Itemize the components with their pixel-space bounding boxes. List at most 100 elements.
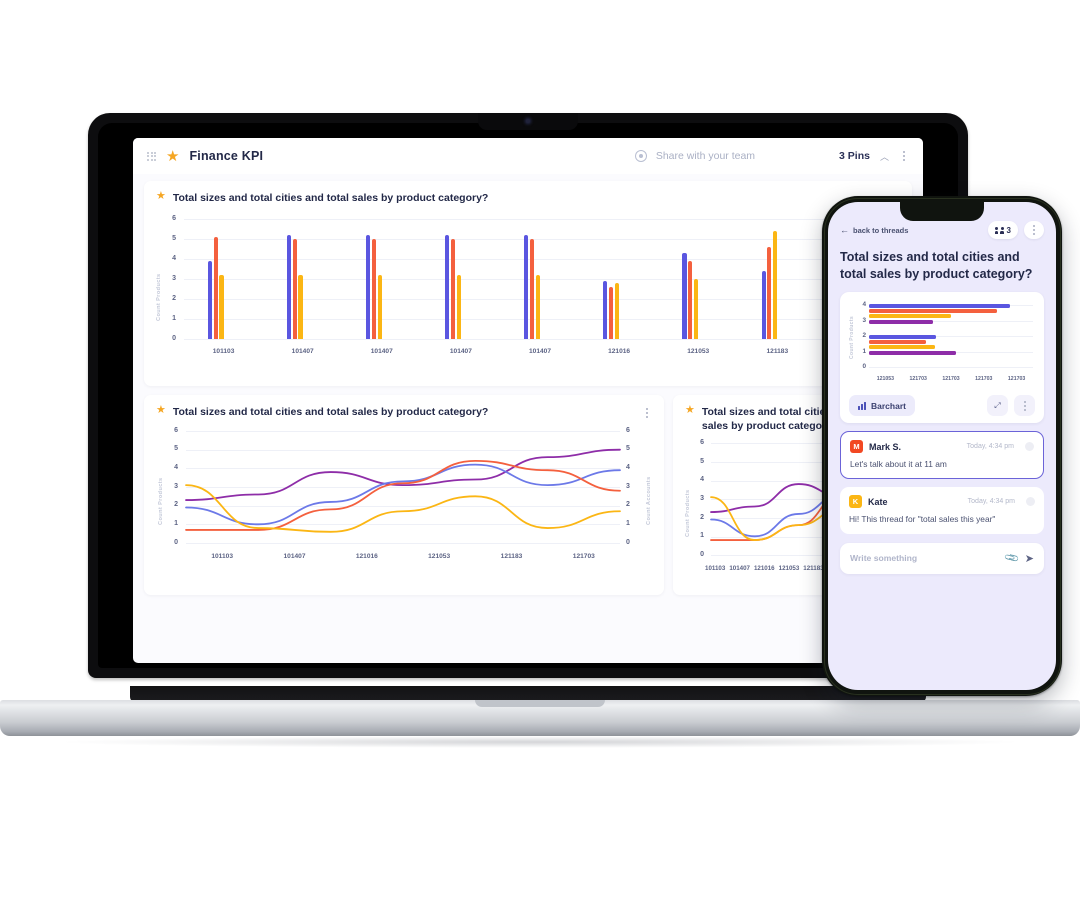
bar	[535, 275, 540, 340]
y2-tick-label: 6	[626, 426, 630, 434]
star-icon[interactable]: ★	[685, 404, 695, 416]
x-tick-label: 121183	[766, 348, 789, 356]
line-chart-dual-axis[interactable]: 0 1 2 3 4 5 6 0 1 2 3 4 5 6 Count Products Count Accoun…	[156, 425, 652, 585]
message-item[interactable]: M Mark S. Today, 4:34 pm Let's talk abou…	[840, 431, 1044, 480]
x-tick-label: 121053	[428, 553, 451, 560]
laptop-base	[0, 700, 1080, 736]
phone-frame: ← back to threads 3 Total size	[822, 196, 1062, 696]
x-tick-label: 121053	[687, 348, 710, 356]
laptop-lid: ★ Finance KPI Share with your team 3 Pin…	[88, 113, 968, 678]
y-tick-label: 0	[700, 550, 704, 558]
y-tick-label: 1	[172, 314, 176, 322]
x-tick-label: 121703	[942, 376, 960, 382]
y2-tick-label: 5	[626, 445, 630, 453]
x-tick-label: 101407	[291, 348, 314, 356]
kebab-menu-icon	[1020, 398, 1030, 414]
webcam-icon	[526, 119, 530, 123]
message-body: Hi! This thread for "total sales this ye…	[849, 514, 996, 525]
bar-chart[interactable]: 0 1 2 3 4 5 6 Count Products 101103 101407 101407 1…	[156, 213, 900, 378]
chart-more-button[interactable]	[1014, 395, 1035, 416]
phone-notch	[900, 202, 984, 221]
arrow-left-icon: ←	[840, 225, 849, 235]
bar	[682, 253, 687, 340]
paperclip-icon[interactable]: 📎	[1004, 550, 1021, 567]
x-tick-label: 101407	[370, 348, 393, 356]
bar	[869, 335, 937, 339]
star-icon[interactable]: ★	[156, 404, 166, 416]
y2-tick-label: 4	[626, 463, 630, 471]
x-tick-label: 101407	[528, 348, 551, 356]
phone-screen: ← back to threads 3 Total size	[828, 202, 1056, 690]
y-tick-label: 3	[172, 274, 176, 282]
y-tick-label: 2	[172, 294, 176, 302]
x-tick-label: 101103	[211, 553, 233, 560]
gridline	[186, 524, 620, 526]
x-tick-label: 121703	[1007, 376, 1026, 382]
x-axis: 101103 101407 101407 101407 101407 121016 1210…	[184, 348, 896, 355]
y-tick-label: 0	[174, 538, 178, 546]
header-kebab-menu-icon[interactable]	[899, 148, 909, 164]
bar	[450, 239, 456, 340]
horizontal-bar-chart[interactable]: 0 1 2 3 4 Count Products 121053 121703 121703 121…	[849, 301, 1035, 387]
message-composer[interactable]: Write something 📎 ➤	[840, 542, 1044, 574]
phone-more-button[interactable]	[1024, 221, 1044, 239]
y-tick-label: 2	[174, 501, 178, 509]
line-series	[185, 459, 621, 531]
bar	[609, 287, 614, 340]
pins-count[interactable]: 3 Pins	[839, 150, 870, 162]
y-tick-label: 6	[700, 438, 704, 446]
gridline	[184, 299, 896, 301]
back-to-threads-button[interactable]: ← back to threads	[840, 225, 908, 235]
y-tick-label: 3	[700, 494, 704, 502]
bar	[445, 235, 450, 340]
x-axis: 101103 101407 121016 121053 121183	[705, 565, 912, 572]
x-tick-label: 101407	[283, 553, 306, 560]
message-time: Today, 4:34 pm	[966, 443, 1014, 450]
x-tick-label: 101407	[729, 565, 750, 573]
y-tick-label: 5	[174, 445, 178, 453]
x-tick-label: 101103	[212, 348, 235, 356]
bar	[298, 275, 303, 340]
x-tick-label: 121183	[500, 553, 523, 560]
gridline	[711, 462, 912, 463]
gridline	[711, 443, 912, 445]
expand-icon: ⤢	[994, 400, 1001, 410]
card-header: ★ Total sizes and total cities and total…	[156, 405, 652, 421]
laptop-hinge	[130, 686, 926, 702]
message-item[interactable]: K Kate Today, 4:34 pm Hi! This thread fo…	[840, 487, 1044, 534]
members-button[interactable]: 3	[987, 221, 1018, 239]
chevron-up-icon[interactable]: ︿	[879, 151, 889, 162]
message-input[interactable]: Write something	[850, 553, 918, 564]
x-tick-label: 101407	[449, 348, 472, 356]
card-kebab-menu-icon[interactable]	[642, 405, 652, 421]
gridline	[186, 505, 620, 507]
bar	[292, 239, 297, 340]
y2-tick-label: 3	[626, 482, 630, 490]
people-icon	[994, 226, 1004, 234]
phone-chart-card: 0 1 2 3 4 Count Products 121053 121703 121703 121…	[840, 292, 1044, 423]
grid-menu-icon[interactable]	[147, 151, 156, 161]
avatar: M	[850, 440, 863, 453]
bar	[869, 304, 1011, 308]
chart-type-button[interactable]: Barchart	[849, 395, 915, 416]
y-tick-label: 3	[174, 482, 178, 490]
star-icon[interactable]: ★	[166, 147, 180, 165]
chart-controls: Barchart ⤢	[849, 395, 1035, 416]
bar	[603, 281, 608, 340]
gridline	[711, 499, 912, 501]
star-icon[interactable]: ★	[156, 190, 166, 202]
bar	[869, 314, 951, 319]
laptop-screen: ★ Finance KPI Share with your team 3 Pin…	[133, 138, 923, 663]
y2-tick-label: 0	[626, 538, 630, 546]
page-title: Finance KPI	[189, 149, 264, 163]
share-button[interactable]: Share with your team	[634, 150, 755, 162]
line-series	[185, 484, 621, 533]
bar	[761, 271, 766, 340]
expand-button[interactable]: ⤢	[987, 395, 1008, 416]
card-title: Total sizes and total cities and total s…	[172, 406, 489, 418]
bar	[371, 239, 376, 340]
bar	[524, 235, 529, 340]
bar	[688, 261, 693, 340]
send-icon[interactable]: ➤	[1024, 552, 1034, 565]
